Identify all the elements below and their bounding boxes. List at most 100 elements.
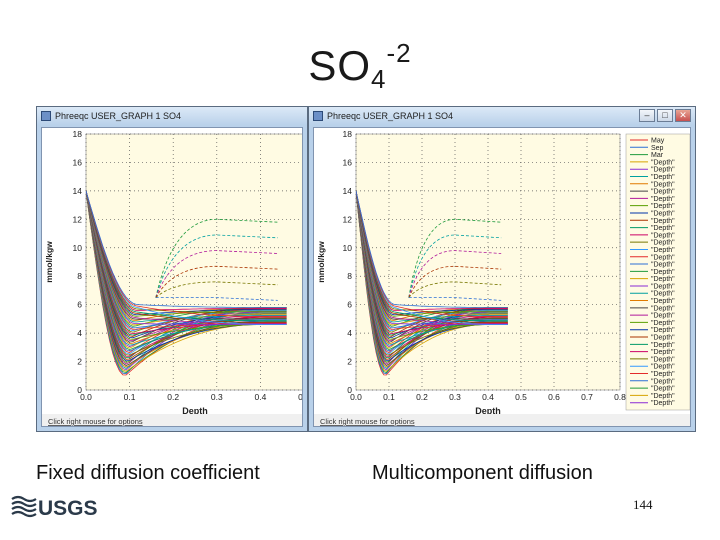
legend-label: "Depth" <box>651 210 675 217</box>
slide-title-main: SO <box>308 42 372 89</box>
legend-label: "Depth" <box>651 371 675 378</box>
legend-label: "Depth" <box>651 167 675 174</box>
plot-area[interactable]: 0.0 0.1 0.2 0.3 0.4 0.5 0.6 0.7 0.8 0 2 4 6 8 10 12 14 16… <box>313 127 691 427</box>
series-line <box>408 281 502 298</box>
x-tick-label: 0.2 <box>416 392 428 402</box>
legend-label: "Depth" <box>651 276 675 283</box>
legend-label: "Depth" <box>651 400 675 407</box>
x-tick-label: 0.0 <box>350 392 362 402</box>
close-button[interactable]: ✕ <box>675 109 691 122</box>
y-tick-label: 8 <box>347 271 352 281</box>
series-line <box>86 190 287 322</box>
y-tick-label: 4 <box>77 328 82 338</box>
x-tick-label: 0.8 <box>614 392 626 402</box>
y-tick-label: 18 <box>343 129 353 139</box>
usgs-wave-icon <box>11 495 37 518</box>
usgs-logo: USGS <box>11 495 98 519</box>
series-line <box>86 190 287 325</box>
window-title-bar[interactable]: Phreeqc USER_GRAPH 1 SO4 <box>309 107 695 125</box>
y-tick-label: 8 <box>77 271 82 281</box>
y-tick-label: 2 <box>347 357 352 367</box>
y-axis-label: mmol/kgw <box>44 241 54 283</box>
legend-label: "Depth" <box>651 225 675 232</box>
x-tick-label: 0.5 <box>515 392 527 402</box>
app-icon <box>313 111 323 121</box>
legend-label: "Depth" <box>651 181 675 188</box>
series-line <box>86 190 287 329</box>
y-tick-label: 4 <box>347 328 352 338</box>
series-line <box>86 190 287 318</box>
maximize-button[interactable]: □ <box>657 109 673 122</box>
legend-label: "Depth" <box>651 298 675 305</box>
series-line <box>356 190 508 308</box>
legend-label: "Depth" <box>651 313 675 320</box>
y-tick-label: 6 <box>347 300 352 310</box>
x-tick-label: 0.3 <box>211 392 223 402</box>
series-line <box>356 190 508 325</box>
slide-title: SO4-2 <box>0 38 720 95</box>
legend-label: "Depth" <box>651 174 675 181</box>
series-line <box>356 190 508 322</box>
series-line <box>155 265 278 298</box>
legend-label: "Depth" <box>651 335 675 342</box>
window-title-text: Phreeqc USER_GRAPH 1 SO4 <box>327 111 454 121</box>
legend-label: "Depth" <box>651 254 675 261</box>
x-tick-label: 0.4 <box>254 392 266 402</box>
y-tick-label: 14 <box>343 186 353 196</box>
legend-label: "Depth" <box>651 349 675 356</box>
x-tick-label: 0.5 <box>298 392 303 402</box>
page-number: 144 <box>633 497 653 512</box>
line-chart[interactable]: 0.0 0.1 0.2 0.3 0.4 0.5 0.6 0.7 0.8 0 2 4 6 8 10 12 14 16… <box>314 128 691 427</box>
legend-box <box>625 133 690 411</box>
graph-window-multicomponent-diffusion[interactable]: Phreeqc USER_GRAPH 1 SO4 – □ ✕ 0.0 0.1 0.2… <box>308 106 696 432</box>
y-tick-label: 2 <box>77 357 82 367</box>
series-line <box>155 250 278 298</box>
series-line <box>356 190 508 318</box>
legend-label: "Depth" <box>651 247 675 254</box>
y-tick-label: 10 <box>343 243 353 253</box>
plot-background <box>85 133 302 391</box>
y-axis-label: mmol/kgw <box>316 241 326 283</box>
series-line <box>86 190 287 314</box>
legend-label: "Depth" <box>651 232 675 239</box>
minimize-button[interactable]: – <box>639 109 655 122</box>
legend-label: "Depth" <box>651 189 675 196</box>
line-chart[interactable]: 0.0 0.1 0.2 0.3 0.4 0.5 0 2 4 6 8 10 12 14 16 18 Depth mm… <box>42 128 303 427</box>
status-hint: Click right mouse for options <box>48 417 143 426</box>
y-tick-label: 10 <box>73 243 83 253</box>
status-strip <box>42 414 302 426</box>
x-tick-label: 0.2 <box>167 392 179 402</box>
slide-title-subscript: 4 <box>371 64 387 94</box>
graph-window-fixed-diffusion[interactable]: Phreeqc USER_GRAPH 1 SO4 0.0 0.1 0.2 0.3 0.4… <box>36 106 308 432</box>
series-group <box>86 190 287 376</box>
x-tick-label: 0.0 <box>80 392 92 402</box>
legend-label: Mar <box>651 152 664 159</box>
legend-label: "Depth" <box>651 327 675 334</box>
series-line <box>356 190 508 325</box>
series-line <box>86 190 287 323</box>
legend-label: "Depth" <box>651 393 675 400</box>
y-tick-label: 6 <box>77 300 82 310</box>
x-tick-label: 0.7 <box>581 392 593 402</box>
status-strip <box>314 414 690 426</box>
legend-label: "Depth" <box>651 218 675 225</box>
usgs-logo-text: USGS <box>38 497 98 519</box>
window-title-text: Phreeqc USER_GRAPH 1 SO4 <box>55 111 182 121</box>
series-line <box>356 190 508 323</box>
legend-label: "Depth" <box>651 291 675 298</box>
status-hint: Click right mouse for options <box>320 417 415 426</box>
legend-label: "Depth" <box>651 203 675 210</box>
plot-area[interactable]: 0.0 0.1 0.2 0.3 0.4 0.5 0 2 4 6 8 10 12 14 16 18 Depth mm… <box>41 127 303 427</box>
series-line <box>155 234 278 298</box>
x-tick-label: 0.6 <box>548 392 560 402</box>
x-axis-label: Depth <box>475 406 501 416</box>
y-tick-label: 18 <box>73 129 83 139</box>
y-tick-label: 0 <box>347 385 352 395</box>
window-title-bar[interactable]: Phreeqc USER_GRAPH 1 SO4 <box>37 107 307 125</box>
legend-label: "Depth" <box>651 283 675 290</box>
legend-label: "Depth" <box>651 364 675 371</box>
caption-left: Fixed diffusion coefficient <box>36 462 260 484</box>
y-tick-label: 12 <box>343 214 353 224</box>
series-line <box>408 218 502 298</box>
legend-label: "Depth" <box>651 269 675 276</box>
